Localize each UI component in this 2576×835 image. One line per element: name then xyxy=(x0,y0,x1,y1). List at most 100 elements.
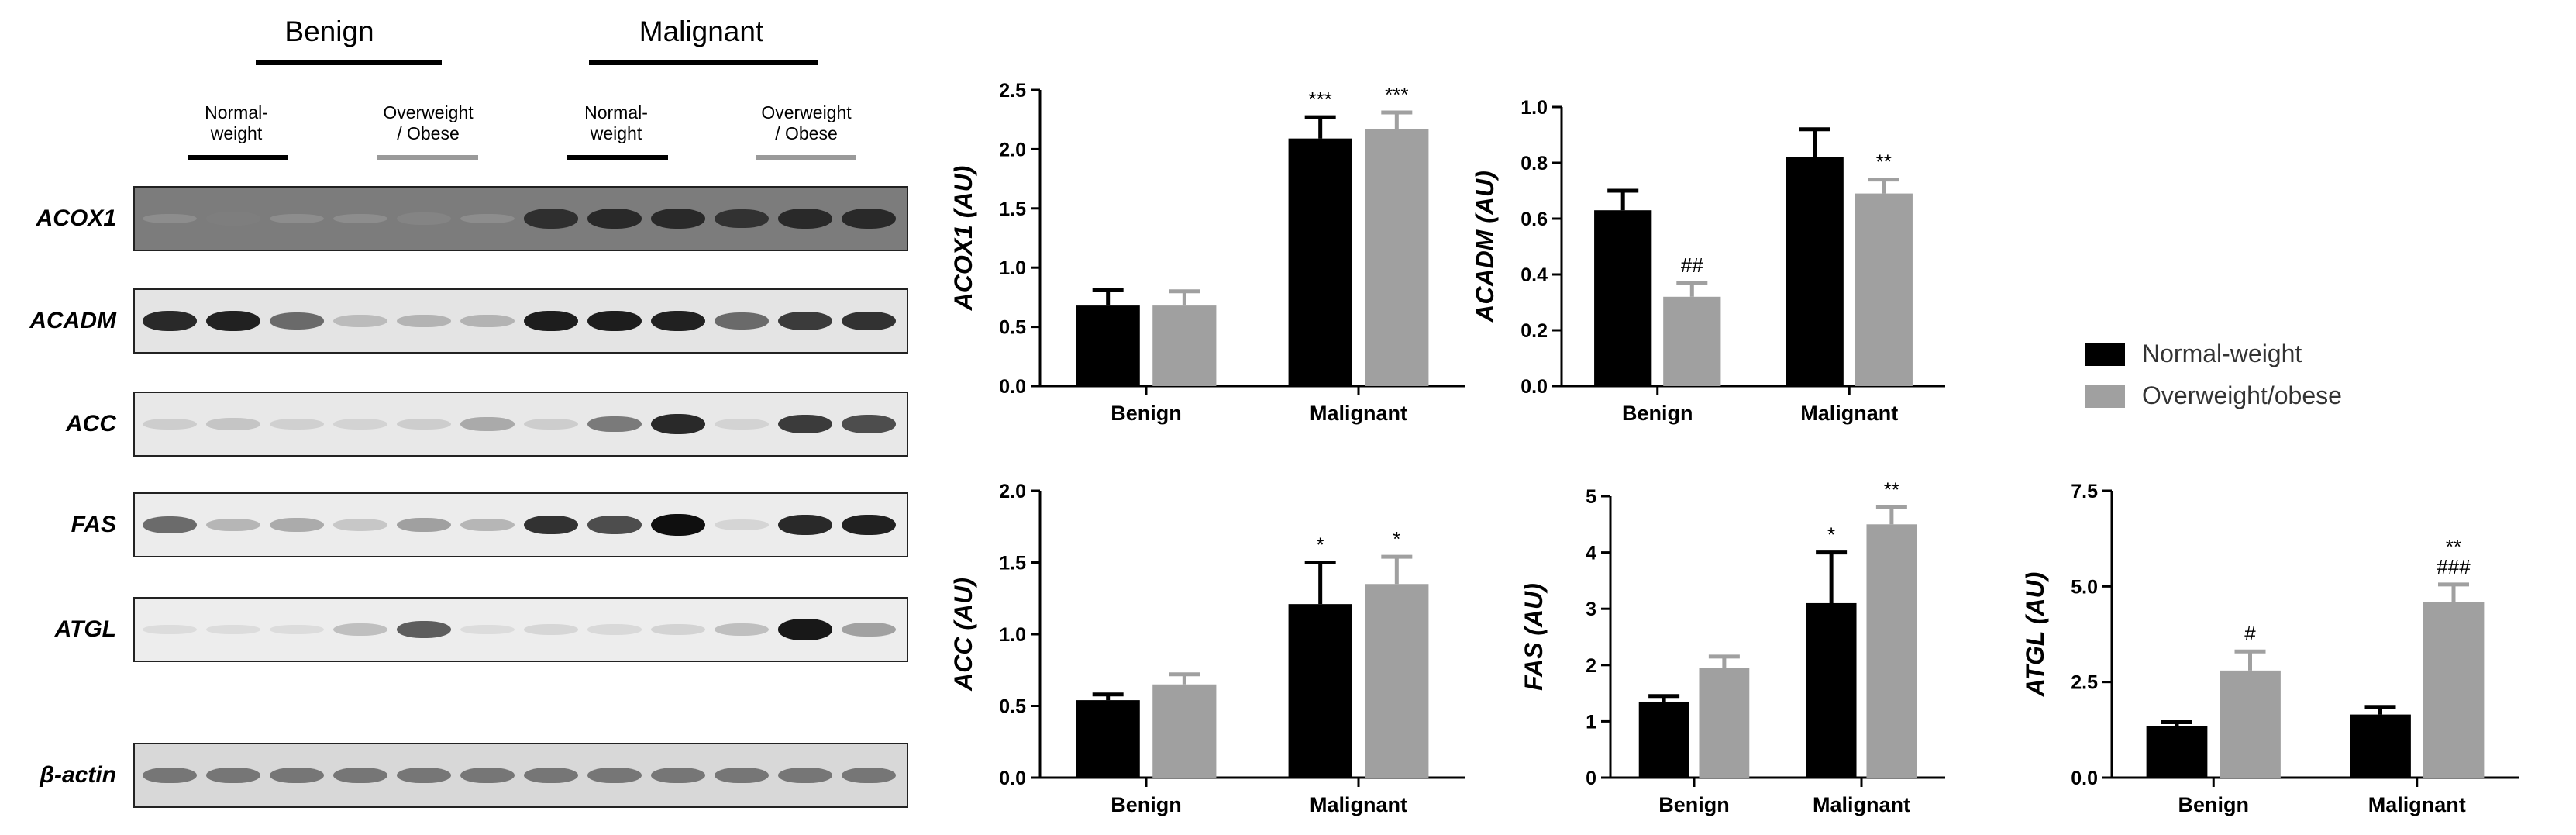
blot-band xyxy=(397,418,451,430)
blot-group-benign: Benign xyxy=(284,16,374,47)
bar xyxy=(1663,296,1721,386)
significance-label: ** xyxy=(2446,535,2461,558)
blot-band xyxy=(778,619,832,640)
blot-band xyxy=(842,209,896,229)
blot-band xyxy=(270,518,324,532)
bar xyxy=(2423,602,2485,778)
blot-row-label: ACADM xyxy=(29,308,116,333)
bar xyxy=(1866,524,1917,778)
blot-band xyxy=(143,624,197,635)
y-tick-label: 2.5 xyxy=(2071,672,2098,694)
blot-band xyxy=(270,767,324,784)
blot-band xyxy=(651,514,705,536)
blot-band xyxy=(143,516,197,533)
y-tick-label: 0.8 xyxy=(1520,153,1548,174)
blot-group-benign-line xyxy=(256,60,442,65)
y-axis-label: FAS (AU) xyxy=(1520,583,1548,691)
blot-band xyxy=(587,209,642,229)
y-tick-label: 1.0 xyxy=(1520,97,1548,119)
blot-band xyxy=(778,312,832,330)
bar xyxy=(1699,668,1750,778)
blot-band xyxy=(587,310,642,332)
blot-subgroup-4-line xyxy=(756,155,856,160)
bar xyxy=(1152,684,1217,778)
significance-label: * xyxy=(1827,523,1835,547)
blot-band xyxy=(524,624,578,635)
blot-band xyxy=(206,212,260,226)
x-tick-label: Malignant xyxy=(1310,402,1407,425)
blot-group-malignant: Malignant xyxy=(639,16,764,47)
blot-band xyxy=(397,517,451,533)
significance-label: *** xyxy=(1309,88,1332,111)
blot-band xyxy=(524,310,578,332)
blot-band xyxy=(842,622,896,637)
y-tick-label: 0.6 xyxy=(1520,209,1548,230)
y-tick-label: 0.2 xyxy=(1520,320,1548,342)
blot-subgroup-2: Overweight / Obese xyxy=(383,102,474,143)
blot-subgroup-3: Normal- weight xyxy=(584,102,648,143)
significance-label: ** xyxy=(1884,478,1899,502)
y-tick-label: 0.5 xyxy=(999,317,1026,339)
blot-band xyxy=(587,624,642,635)
blot-band xyxy=(460,417,515,431)
y-tick-label: 1 xyxy=(1586,711,1596,733)
blot-subgroup-4: Overweight / Obese xyxy=(761,102,852,143)
blot-band xyxy=(778,415,832,433)
blot-band xyxy=(206,518,260,532)
y-tick-label: 0.0 xyxy=(999,768,1026,789)
blot-band xyxy=(460,624,515,635)
blot-band xyxy=(333,419,387,430)
blot-band xyxy=(143,311,197,331)
legend-normal-weight: Normal-weight xyxy=(2085,340,2302,368)
blot-group-malignant-line xyxy=(589,60,818,65)
blot-band xyxy=(460,314,515,328)
y-tick-label: 3 xyxy=(1586,599,1596,620)
y-tick-label: 5.0 xyxy=(2071,576,2098,598)
blot-band xyxy=(842,311,896,331)
blot-band xyxy=(842,767,896,784)
blot-band xyxy=(651,209,705,229)
bar xyxy=(1076,305,1140,386)
bar xyxy=(1365,584,1429,778)
blot-band xyxy=(778,767,832,784)
y-axis-label: ACADM (AU) xyxy=(1471,171,1499,323)
y-tick-label: 0 xyxy=(1586,768,1596,789)
blot-band xyxy=(143,767,197,784)
blot-band xyxy=(715,767,769,784)
blot-band xyxy=(842,514,896,536)
blot-band xyxy=(587,767,642,784)
y-tick-label: 0.5 xyxy=(999,696,1026,718)
bar xyxy=(1855,193,1913,386)
blot-band xyxy=(651,624,705,635)
x-tick-label: Malignant xyxy=(1800,402,1898,425)
bar xyxy=(1594,210,1652,386)
bar xyxy=(2146,726,2208,778)
blot-band xyxy=(270,624,324,635)
y-axis-label: ACC (AU) xyxy=(949,578,977,692)
significance-label: * xyxy=(1393,527,1400,550)
blot-band xyxy=(587,416,642,433)
blot-band xyxy=(524,767,578,784)
blot-band xyxy=(524,209,578,229)
blot-band xyxy=(333,767,387,784)
blot-band xyxy=(587,516,642,534)
y-tick-label: 2 xyxy=(1586,655,1596,677)
blot-strip xyxy=(133,186,908,251)
blot-row-label: β-actin xyxy=(40,762,116,788)
blot-strip xyxy=(133,392,908,457)
blot-band xyxy=(206,310,260,332)
blot-band xyxy=(333,623,387,636)
y-tick-label: 2.0 xyxy=(999,481,1026,502)
blot-strip xyxy=(133,743,908,808)
blot-band xyxy=(333,315,387,327)
blot-band xyxy=(715,419,769,430)
blot-band xyxy=(333,519,387,531)
y-axis-label: ATGL (AU) xyxy=(2021,572,2049,698)
x-tick-label: Malignant xyxy=(2368,793,2466,816)
y-tick-label: 0.4 xyxy=(1520,264,1548,286)
x-tick-label: Benign xyxy=(1111,402,1182,425)
blot-band xyxy=(270,312,324,330)
blot-band xyxy=(397,212,451,226)
bar xyxy=(1806,602,1857,778)
y-tick-label: 2.0 xyxy=(999,139,1026,160)
